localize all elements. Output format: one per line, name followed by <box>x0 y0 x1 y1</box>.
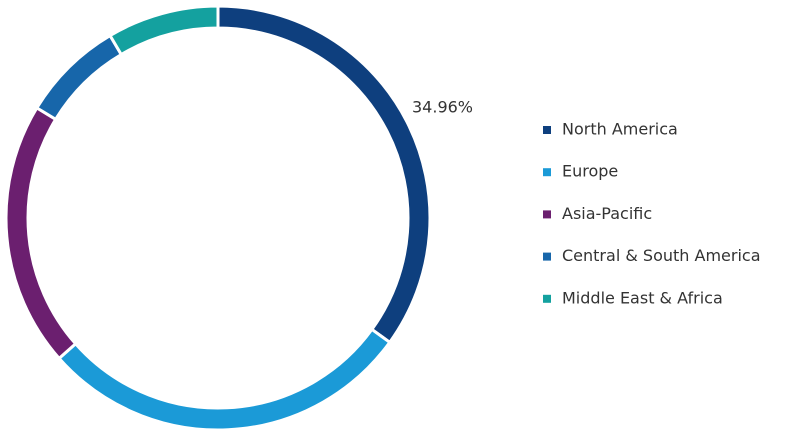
data-label: 34.96% <box>412 98 473 117</box>
donut-segment <box>34 33 124 122</box>
donut-segment <box>56 327 392 432</box>
legend-swatch <box>543 168 551 177</box>
donut-segment <box>216 4 432 345</box>
legend-swatch <box>543 210 551 219</box>
legend-label: Europe <box>562 162 618 181</box>
legend-label: Asia-Pacific <box>562 204 652 223</box>
donut-segment <box>4 105 78 361</box>
legend-label: Middle East & Africa <box>562 288 723 307</box>
legend-label: North America <box>562 120 678 139</box>
legend-label: Central & South America <box>562 246 761 265</box>
legend-swatch <box>543 294 551 303</box>
legend-swatch <box>543 252 551 261</box>
legend-swatch <box>543 126 551 134</box>
donut-segment <box>107 4 220 57</box>
